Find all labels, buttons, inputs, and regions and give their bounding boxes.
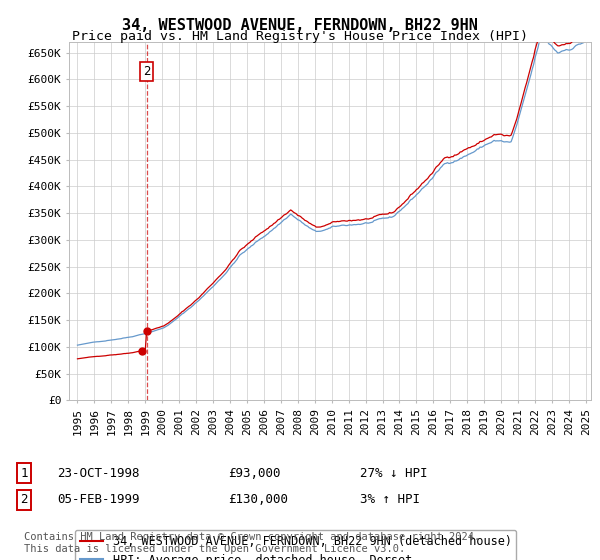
Text: 27% ↓ HPI: 27% ↓ HPI: [360, 466, 427, 480]
Text: Price paid vs. HM Land Registry's House Price Index (HPI): Price paid vs. HM Land Registry's House …: [72, 30, 528, 43]
Text: 23-OCT-1998: 23-OCT-1998: [57, 466, 139, 480]
Text: 34, WESTWOOD AVENUE, FERNDOWN, BH22 9HN: 34, WESTWOOD AVENUE, FERNDOWN, BH22 9HN: [122, 18, 478, 33]
Text: 1: 1: [20, 466, 28, 480]
Text: 05-FEB-1999: 05-FEB-1999: [57, 493, 139, 506]
Legend: 34, WESTWOOD AVENUE, FERNDOWN, BH22 9HN (detached house), HPI: Average price, de: 34, WESTWOOD AVENUE, FERNDOWN, BH22 9HN …: [75, 530, 517, 560]
Text: £93,000: £93,000: [228, 466, 281, 480]
Text: Contains HM Land Registry data © Crown copyright and database right 2024.
This d: Contains HM Land Registry data © Crown c…: [24, 532, 480, 554]
Text: 2: 2: [143, 65, 151, 78]
Text: £130,000: £130,000: [228, 493, 288, 506]
Text: 3% ↑ HPI: 3% ↑ HPI: [360, 493, 420, 506]
Text: 2: 2: [20, 493, 28, 506]
